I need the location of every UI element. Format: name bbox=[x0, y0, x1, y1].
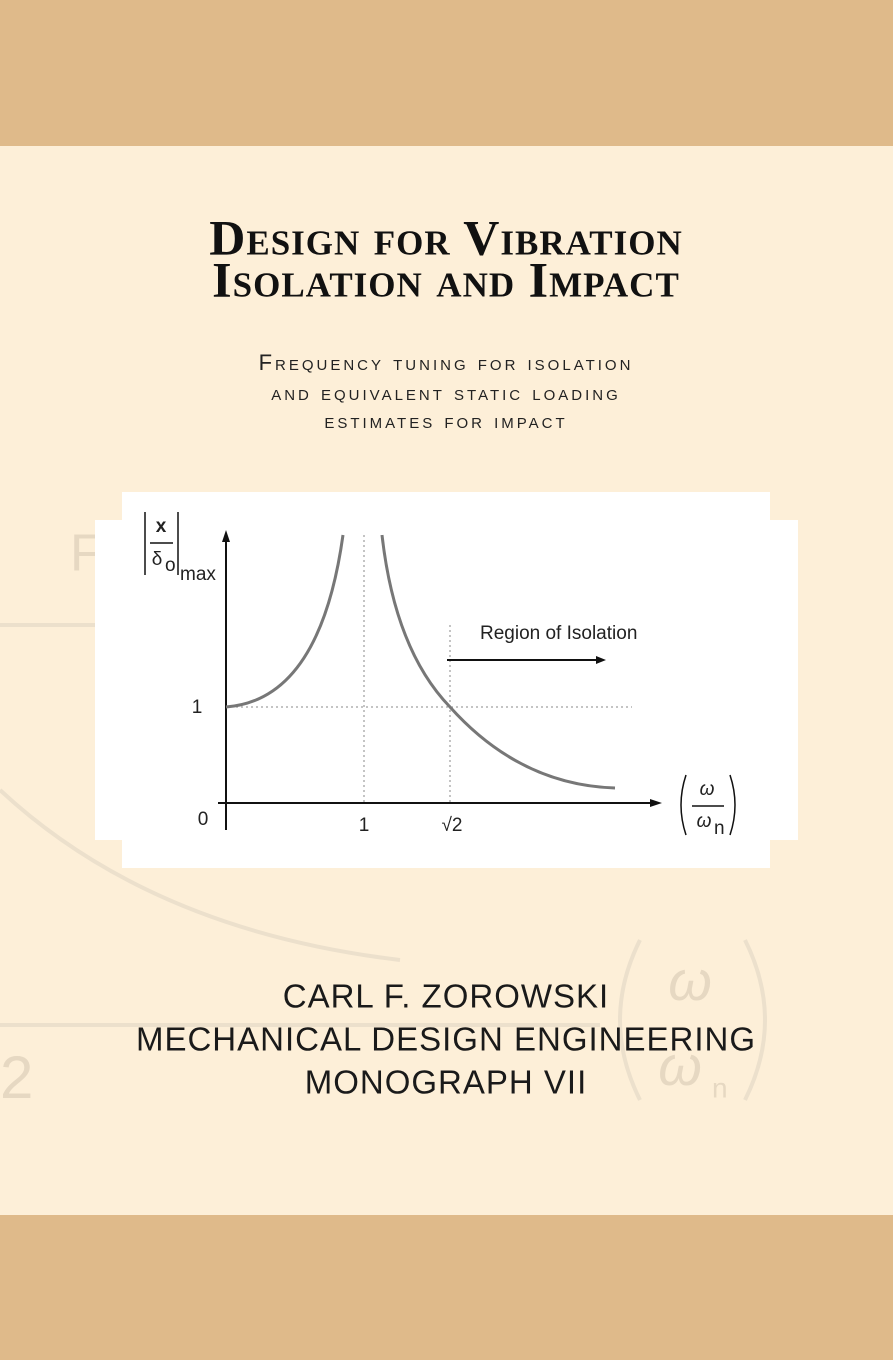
curve bbox=[225, 534, 345, 709]
arrow-head bbox=[596, 656, 606, 664]
paren bbox=[729, 774, 736, 836]
y-tick-label: 1 bbox=[192, 697, 203, 718]
watermark-paren bbox=[618, 939, 642, 1101]
figure-drawing bbox=[144, 512, 736, 836]
arrow-head bbox=[222, 530, 230, 542]
x-label-denominator-sub: n bbox=[714, 818, 725, 839]
x-tick-label: √2 bbox=[442, 815, 463, 836]
arrow-head bbox=[650, 799, 662, 807]
y-label-sub: max bbox=[180, 564, 216, 585]
x-label-numerator: ω bbox=[700, 779, 715, 800]
watermark-digit: 2 bbox=[0, 1044, 33, 1111]
bottom-band bbox=[0, 1215, 893, 1360]
figure-panel bbox=[95, 492, 798, 868]
watermark-curve bbox=[0, 788, 401, 962]
title-line: Design for Vibration bbox=[209, 209, 683, 265]
author-line: MECHANICAL DESIGN ENGINEERING bbox=[136, 1021, 756, 1058]
region-label: Region of Isolation bbox=[480, 623, 637, 644]
y-label-numerator: x bbox=[156, 516, 167, 537]
author-line: CARL F. ZOROWSKI bbox=[283, 978, 609, 1015]
watermark-paren bbox=[743, 939, 767, 1101]
author-line: MONOGRAPH VII bbox=[305, 1064, 588, 1101]
watermark-denominator: ω bbox=[658, 1034, 702, 1097]
x-tick-label: 1 bbox=[359, 815, 370, 836]
origin-label: 0 bbox=[198, 809, 209, 830]
title-line: Isolation and Impact bbox=[212, 251, 680, 307]
subtitle-line: and equivalent static loading bbox=[271, 380, 621, 405]
curve bbox=[380, 534, 616, 790]
top-band bbox=[0, 0, 893, 146]
subtitle-line: estimates for impact bbox=[324, 408, 567, 433]
watermark bbox=[0, 623, 767, 1101]
y-label-denominator: δ bbox=[152, 549, 163, 570]
y-label-denominator-sub: o bbox=[165, 555, 176, 576]
x-label-denominator: ω bbox=[697, 811, 712, 832]
watermark-sub: n bbox=[712, 1072, 728, 1103]
watermark-numerator: ω bbox=[668, 949, 712, 1012]
paren bbox=[680, 774, 687, 836]
subtitle-line: Frequency tuning for isolation bbox=[259, 350, 634, 375]
